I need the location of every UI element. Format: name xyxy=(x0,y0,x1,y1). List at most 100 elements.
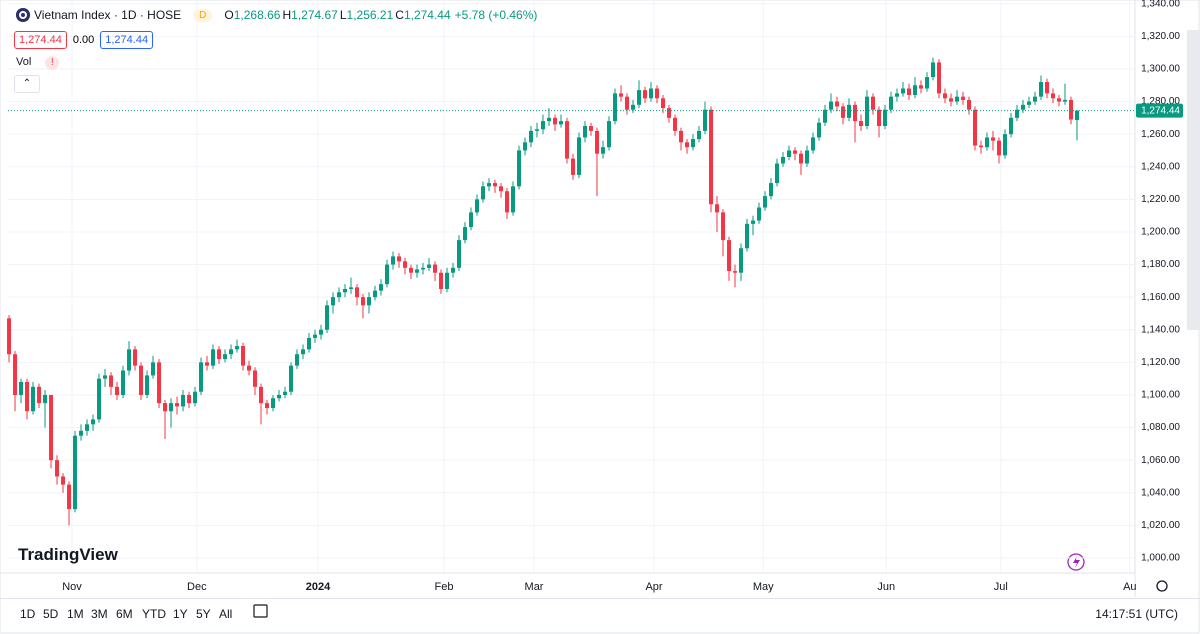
candle-body xyxy=(271,398,276,409)
candle-body xyxy=(931,62,936,78)
range-button[interactable]: 5D xyxy=(43,607,59,621)
candle-body xyxy=(883,109,888,127)
candle-body xyxy=(541,121,546,130)
candle-body xyxy=(727,240,732,272)
candle-body xyxy=(799,153,804,164)
price-boxes: 1,274.44 0.00 1,274.44 xyxy=(14,31,154,49)
candle-body xyxy=(7,318,12,355)
y-tick-label: 1,280.00 xyxy=(1141,96,1180,107)
candle-body xyxy=(1015,109,1020,118)
x-tick-label: Jul xyxy=(994,581,1008,593)
candle-body xyxy=(223,354,228,360)
candle-body xyxy=(91,419,96,425)
ohlc-value: 1,274.67 xyxy=(291,8,338,22)
candle-body xyxy=(229,349,234,355)
candle-body xyxy=(949,98,954,102)
candle-body xyxy=(349,287,354,290)
range-button[interactable]: 3M xyxy=(91,607,108,621)
candle-body xyxy=(409,267,414,273)
y-tick-label: 1,040.00 xyxy=(1141,487,1180,498)
lightning-button[interactable] xyxy=(1067,553,1085,571)
candle-body xyxy=(703,109,708,131)
candle-body xyxy=(715,204,720,213)
candle-body xyxy=(187,394,192,404)
x-tick-label: Feb xyxy=(435,581,454,593)
symbol-icon xyxy=(16,8,30,22)
candle-body xyxy=(973,109,978,146)
candle-body xyxy=(961,96,966,100)
candle-body xyxy=(97,378,102,420)
candle-body xyxy=(751,220,756,224)
candle-body xyxy=(1003,134,1008,156)
candle-body xyxy=(637,90,642,105)
range-button[interactable]: 1M xyxy=(67,607,84,621)
calendar-icon[interactable] xyxy=(253,604,268,618)
range-button[interactable]: 6M xyxy=(116,607,133,621)
candle-body xyxy=(565,121,570,159)
candle-body xyxy=(1009,117,1014,135)
change: +5.78 (+0.46%) xyxy=(454,8,538,22)
candle-body xyxy=(85,424,90,431)
candle-body xyxy=(997,140,1002,156)
candle-body xyxy=(43,394,48,404)
range-button[interactable]: 1D xyxy=(20,607,36,621)
y-tick-label: 1,180.00 xyxy=(1141,259,1180,270)
y-tick-label: 1,000.00 xyxy=(1141,553,1180,564)
candle-body xyxy=(31,386,36,412)
collapse-button[interactable]: ⌃ xyxy=(14,75,40,93)
candle-body xyxy=(115,386,120,395)
symbol-header: Vietnam Index · 1D · HOSE D O1,268.66 H1,… xyxy=(16,8,537,22)
candle-body xyxy=(895,93,900,97)
candle-body xyxy=(295,354,300,366)
sell-box[interactable]: 1,274.44 xyxy=(14,31,67,49)
candle-body xyxy=(421,267,426,270)
spread: 0.00 xyxy=(72,34,95,46)
candle-body xyxy=(301,349,306,355)
candle-body xyxy=(145,375,150,395)
candle-body xyxy=(589,126,594,131)
volume-warning[interactable]: ! xyxy=(45,56,60,70)
x-tick-label: Nov xyxy=(62,581,82,593)
candle-body xyxy=(1057,98,1062,102)
candle-body xyxy=(511,186,516,213)
last-price-label: 1,274.44 xyxy=(1141,105,1180,116)
candle-body xyxy=(1027,101,1032,105)
candle-body xyxy=(625,96,630,110)
x-tick-label: Dec xyxy=(187,581,207,593)
candle-body xyxy=(439,272,444,290)
range-button[interactable]: YTD xyxy=(142,607,166,621)
candle-body xyxy=(343,289,348,293)
candle-body xyxy=(19,381,24,395)
candle-body xyxy=(337,292,342,298)
candle-body xyxy=(73,435,78,510)
toolbar: 14:17:51 (UTC) 1D 5D 1M 3M 6M YTD 1Y 5Y All xyxy=(0,598,1200,629)
candle-body xyxy=(829,101,834,110)
candle-body xyxy=(1021,104,1026,110)
y-tick-label: 1,320.00 xyxy=(1141,31,1180,42)
settings-button[interactable] xyxy=(1156,580,1168,592)
candle-body xyxy=(691,139,696,148)
buy-box[interactable]: 1,274.44 xyxy=(100,31,154,49)
logo: TradingView xyxy=(18,545,118,564)
x-tick-label: Au xyxy=(1123,581,1136,593)
range-button[interactable]: 5Y xyxy=(196,607,211,621)
ohlc-key: L xyxy=(339,8,347,22)
candle-body xyxy=(13,354,18,395)
candle-body xyxy=(49,394,54,461)
y-tick-label: 1,200.00 xyxy=(1141,227,1180,238)
candle-body xyxy=(427,264,432,268)
range-button[interactable]: All xyxy=(219,607,233,621)
clock: 14:17:51 (UTC) xyxy=(1095,607,1178,621)
candle-body xyxy=(307,337,312,350)
candle-body xyxy=(781,156,786,164)
y-tick-label: 1,120.00 xyxy=(1141,357,1180,368)
candle-body xyxy=(595,130,600,154)
candle-body xyxy=(355,287,360,298)
ohlc-value: 1,268.66 xyxy=(233,8,281,22)
range-button[interactable]: 1Y xyxy=(173,607,188,621)
candle-body xyxy=(175,403,180,407)
candle-body xyxy=(319,329,324,335)
y-tick-label: 1,340.00 xyxy=(1141,0,1180,9)
candle-body xyxy=(559,121,564,125)
